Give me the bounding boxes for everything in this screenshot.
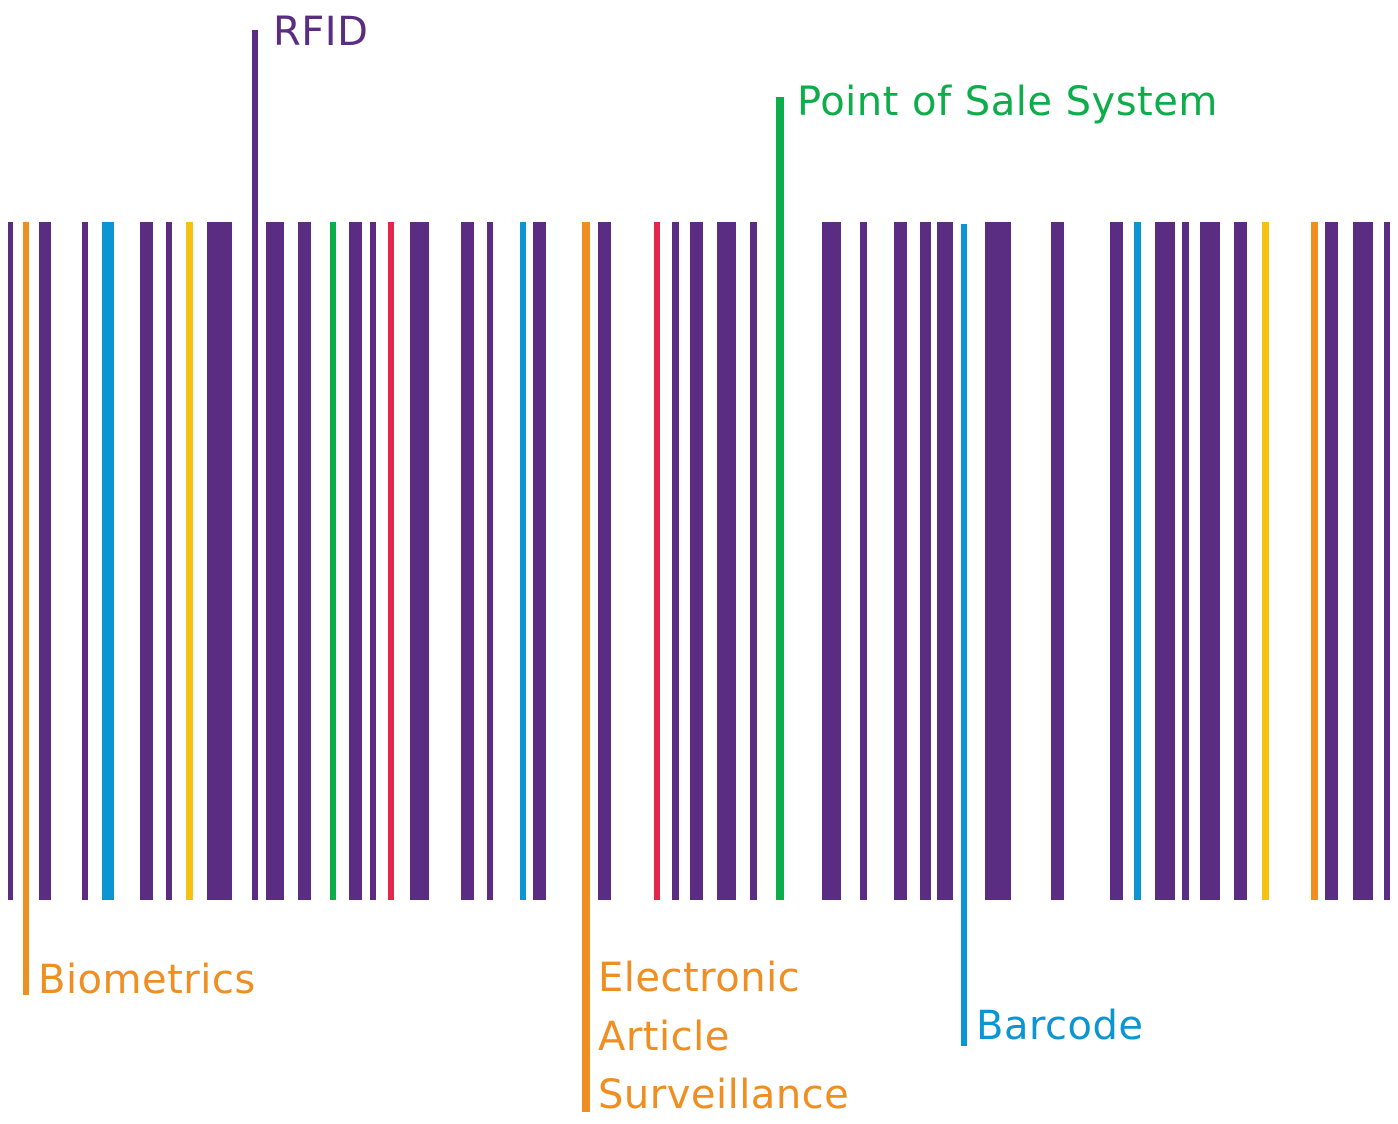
barcode-stripe	[520, 222, 526, 900]
eas-leader	[582, 222, 590, 1112]
barcode-stripe	[717, 222, 736, 900]
barcode-stripe	[672, 222, 679, 900]
barcode-stripe	[937, 222, 953, 900]
barcode-stripe	[1234, 222, 1247, 900]
point-of-sale-label: Point of Sale System	[797, 79, 1218, 125]
barcode-stripe	[1110, 222, 1123, 900]
barcode-stripe	[1384, 222, 1390, 900]
barcode-stripe	[1325, 222, 1338, 900]
barcode-stripe	[388, 222, 394, 900]
barcode-stripe	[461, 222, 474, 900]
barcode-stripe	[82, 222, 88, 900]
barcode-stripe	[1134, 222, 1141, 900]
barcode-stripe	[822, 222, 841, 900]
rfid-leader	[252, 30, 258, 900]
barcode-stripe	[298, 222, 311, 900]
barcode-stripe	[1182, 222, 1189, 900]
barcode-stripe	[39, 222, 51, 900]
barcode-stripe	[1155, 222, 1175, 900]
barcode-stripe	[330, 222, 336, 900]
barcode-stripe	[894, 222, 907, 900]
barcode-stripe	[207, 222, 232, 900]
barcode-stripe	[690, 222, 703, 900]
barcode-stripe	[186, 222, 193, 900]
barcode-stripe	[860, 222, 867, 900]
barcode-stripe	[370, 222, 376, 900]
biometrics-label: Biometrics	[38, 957, 256, 1003]
barcode-stripe	[750, 222, 757, 900]
barcode-stripe	[1353, 222, 1373, 900]
barcode-stripe	[487, 222, 493, 900]
barcode-stripe	[598, 222, 611, 900]
barcode-stripe	[102, 222, 114, 900]
barcode-stripe	[1311, 222, 1318, 900]
barcode-stripe	[533, 222, 546, 900]
barcode-stripe	[8, 222, 13, 900]
barcode-stripe	[410, 222, 429, 900]
barcode-stripe	[654, 222, 660, 900]
barcode-leader	[961, 224, 967, 1046]
barcode-stripe	[1262, 222, 1269, 900]
barcode-stripe	[920, 222, 931, 900]
eas-label-line1: Electronic	[598, 955, 801, 1001]
eas-label-line2: Article	[598, 1014, 730, 1060]
biometrics-leader	[23, 222, 29, 995]
barcode-label: Barcode	[976, 1003, 1144, 1049]
rfid-label: RFID	[273, 9, 369, 55]
barcode-stripe	[166, 222, 172, 900]
barcode-stripe	[1200, 222, 1220, 900]
barcode-stripe	[1051, 222, 1064, 900]
barcode-stripe	[349, 222, 362, 900]
barcode-stripe	[140, 222, 153, 900]
barcode-stripe	[266, 222, 284, 900]
eas-label-line3: Surveillance	[598, 1072, 850, 1118]
point-of-sale-leader	[776, 97, 784, 900]
barcode-stripe	[985, 222, 1011, 900]
